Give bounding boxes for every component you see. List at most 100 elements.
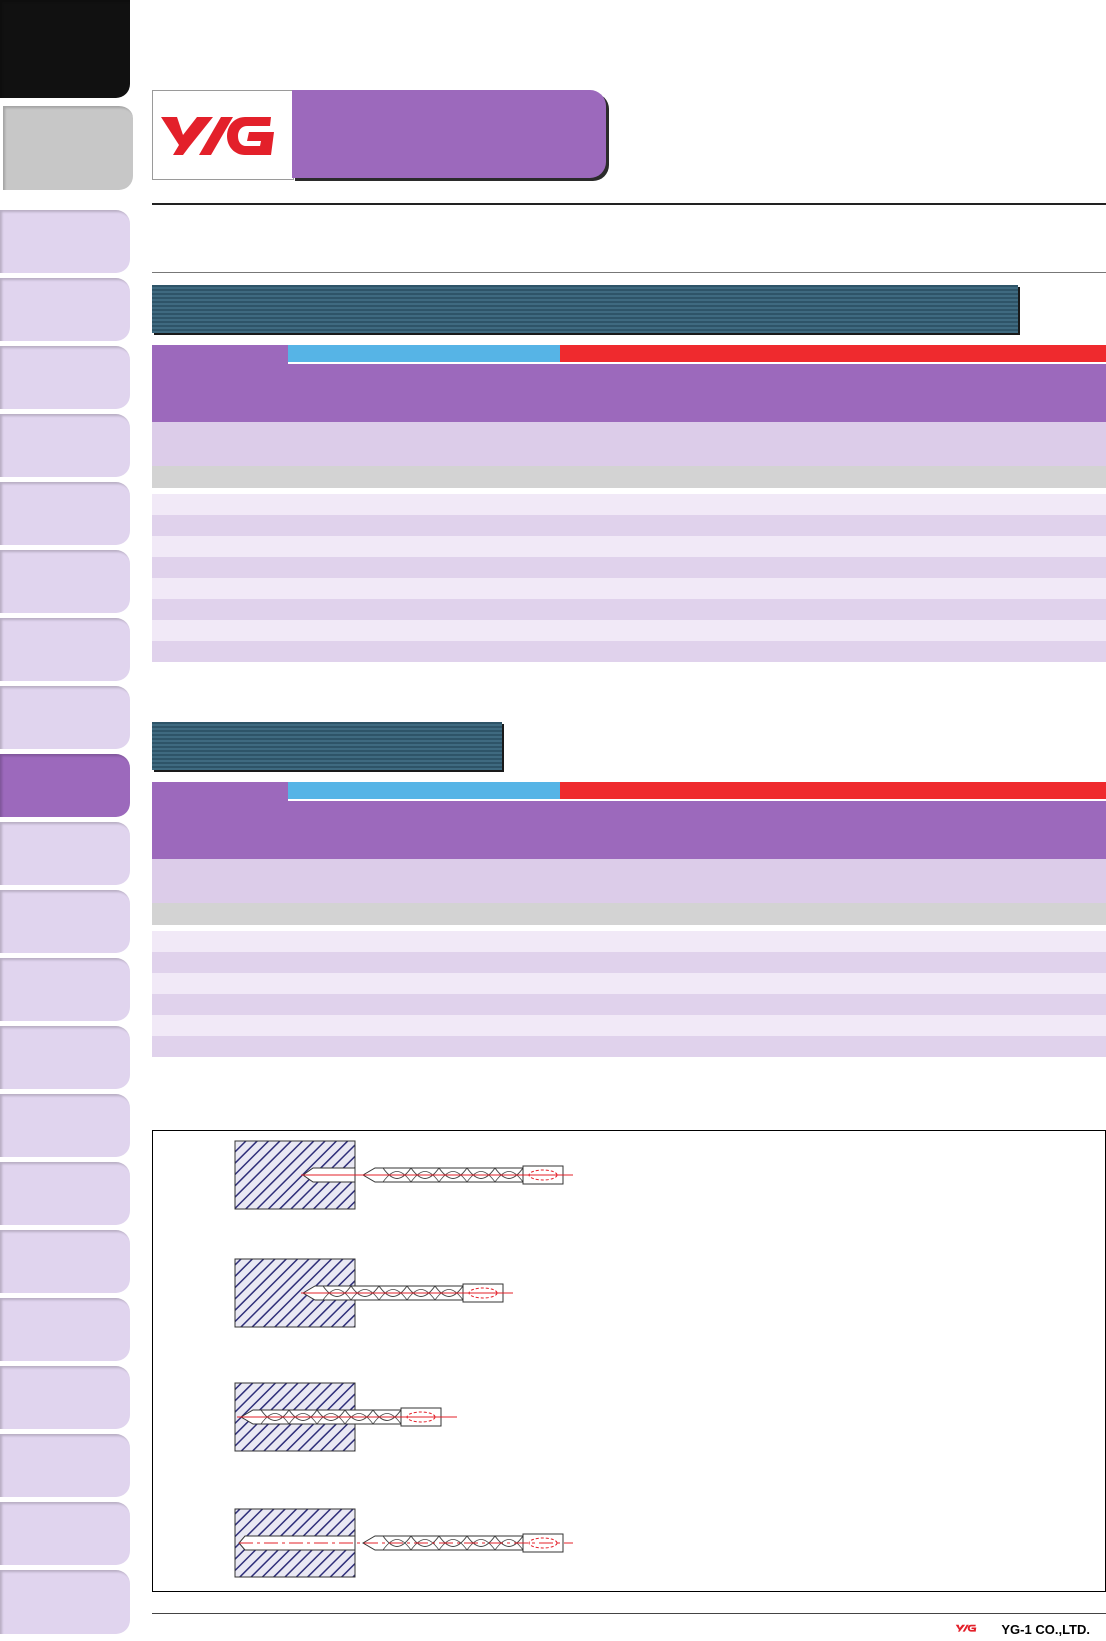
- side-tab-top[interactable]: [0, 0, 130, 98]
- section-title-bar: [292, 90, 606, 178]
- table-corner-header: [152, 782, 288, 859]
- table-row: [152, 515, 1106, 536]
- unit-header-cell: [968, 466, 1106, 488]
- table-row: [152, 1036, 1106, 1057]
- yg-logo: [152, 90, 294, 180]
- unit-header-cell: [152, 466, 288, 488]
- drill-step-2: [234, 1258, 513, 1328]
- subheader-cell: [560, 881, 832, 903]
- header-rule-thin: [152, 272, 1106, 273]
- drill-step-3: [234, 1382, 457, 1452]
- table-row: [152, 494, 1106, 515]
- table-row: [152, 536, 1106, 557]
- subheader-cell: [288, 444, 560, 466]
- table-row: [152, 599, 1106, 620]
- unit-header-cell: [560, 903, 696, 925]
- side-tab-21[interactable]: [0, 1434, 130, 1497]
- subheader-cell: [832, 859, 1106, 881]
- side-tab-5[interactable]: [0, 346, 130, 409]
- unit-header-cell: [424, 903, 560, 925]
- side-tab-16[interactable]: [0, 1094, 130, 1157]
- unit-header-cell: [832, 903, 968, 925]
- side-tab-14[interactable]: [0, 958, 130, 1021]
- unit-header-cell: [696, 903, 832, 925]
- table-corner-header: [152, 345, 288, 422]
- side-tab-4[interactable]: [0, 278, 130, 341]
- table-row: [152, 931, 1106, 952]
- table-spacer: [152, 925, 1106, 931]
- side-tab-active[interactable]: [0, 754, 130, 817]
- side-tab-10[interactable]: [0, 686, 130, 749]
- column-header: [560, 362, 832, 422]
- footer-logo: [944, 1620, 990, 1641]
- side-tab-22[interactable]: [0, 1502, 130, 1565]
- section-2-header-bar: [152, 722, 502, 770]
- footer-rule: [152, 1613, 1106, 1614]
- table-row: [152, 1015, 1106, 1036]
- side-tab-2[interactable]: [0, 104, 133, 190]
- side-tab-7[interactable]: [0, 482, 130, 545]
- yg-logo-icon: [161, 117, 274, 155]
- unit-header-cell: [152, 903, 288, 925]
- group-header-blue: [288, 782, 560, 800]
- column-header: [288, 362, 560, 422]
- subheader-cell: [288, 859, 560, 881]
- side-tab-13[interactable]: [0, 890, 130, 953]
- drilling-steps-illustration: [234, 1140, 573, 1578]
- table-row: [152, 557, 1106, 578]
- subheader-cell: [560, 859, 832, 881]
- side-tab-6[interactable]: [0, 414, 130, 477]
- subheader-cell: [288, 881, 560, 903]
- table-spacer: [152, 488, 1106, 494]
- unit-header-cell: [832, 466, 968, 488]
- side-tab-8[interactable]: [0, 550, 130, 613]
- unit-header-cell: [288, 903, 424, 925]
- unit-header-cell: [968, 903, 1106, 925]
- table-row: [152, 641, 1106, 662]
- side-tab-15[interactable]: [0, 1026, 130, 1089]
- group-header-red: [560, 782, 1106, 800]
- unit-header-cell: [288, 466, 424, 488]
- column-header: [832, 362, 1106, 422]
- side-tab-12[interactable]: [0, 822, 130, 885]
- header-rule: [152, 203, 1106, 205]
- table-row: [152, 973, 1106, 994]
- subheader-cell: [832, 422, 1106, 444]
- group-header-blue: [288, 345, 560, 363]
- side-tab-19[interactable]: [0, 1298, 130, 1361]
- table-row: [152, 578, 1106, 599]
- subheader-cell: [288, 422, 560, 444]
- table-row: [152, 952, 1106, 973]
- side-tab-3[interactable]: [0, 210, 130, 273]
- column-header: [288, 799, 560, 859]
- unit-header-cell: [696, 466, 832, 488]
- yg-logo-small-icon: [955, 1624, 977, 1632]
- side-tab-9[interactable]: [0, 618, 130, 681]
- footer-company-name: YG-1 CO.,LTD.: [1001, 1622, 1090, 1637]
- column-header: [832, 799, 1106, 859]
- drill-step-4: [234, 1508, 573, 1578]
- subheader-cell: [832, 444, 1106, 466]
- subheader-cell: [152, 422, 288, 444]
- group-header-red: [560, 345, 1106, 363]
- subheader-cell: [832, 881, 1106, 903]
- side-tab-23[interactable]: [0, 1570, 130, 1634]
- unit-header-cell: [424, 466, 560, 488]
- side-tab-18[interactable]: [0, 1230, 130, 1293]
- section-1-header-bar: [152, 285, 1018, 333]
- side-tab-17[interactable]: [0, 1162, 130, 1225]
- subheader-cell: [152, 881, 288, 903]
- subheader-cell: [560, 444, 832, 466]
- table-row: [152, 994, 1106, 1015]
- spec-table-1: [152, 345, 1106, 662]
- unit-header-cell: [560, 466, 696, 488]
- subheader-cell: [560, 422, 832, 444]
- drilling-process-diagram: [152, 1130, 1106, 1592]
- column-header: [560, 799, 832, 859]
- spec-table-2: [152, 782, 1106, 1057]
- subheader-cell: [152, 859, 288, 881]
- side-tab-20[interactable]: [0, 1366, 130, 1429]
- drill-step-1: [234, 1140, 573, 1210]
- subheader-cell: [152, 444, 288, 466]
- table-row: [152, 620, 1106, 641]
